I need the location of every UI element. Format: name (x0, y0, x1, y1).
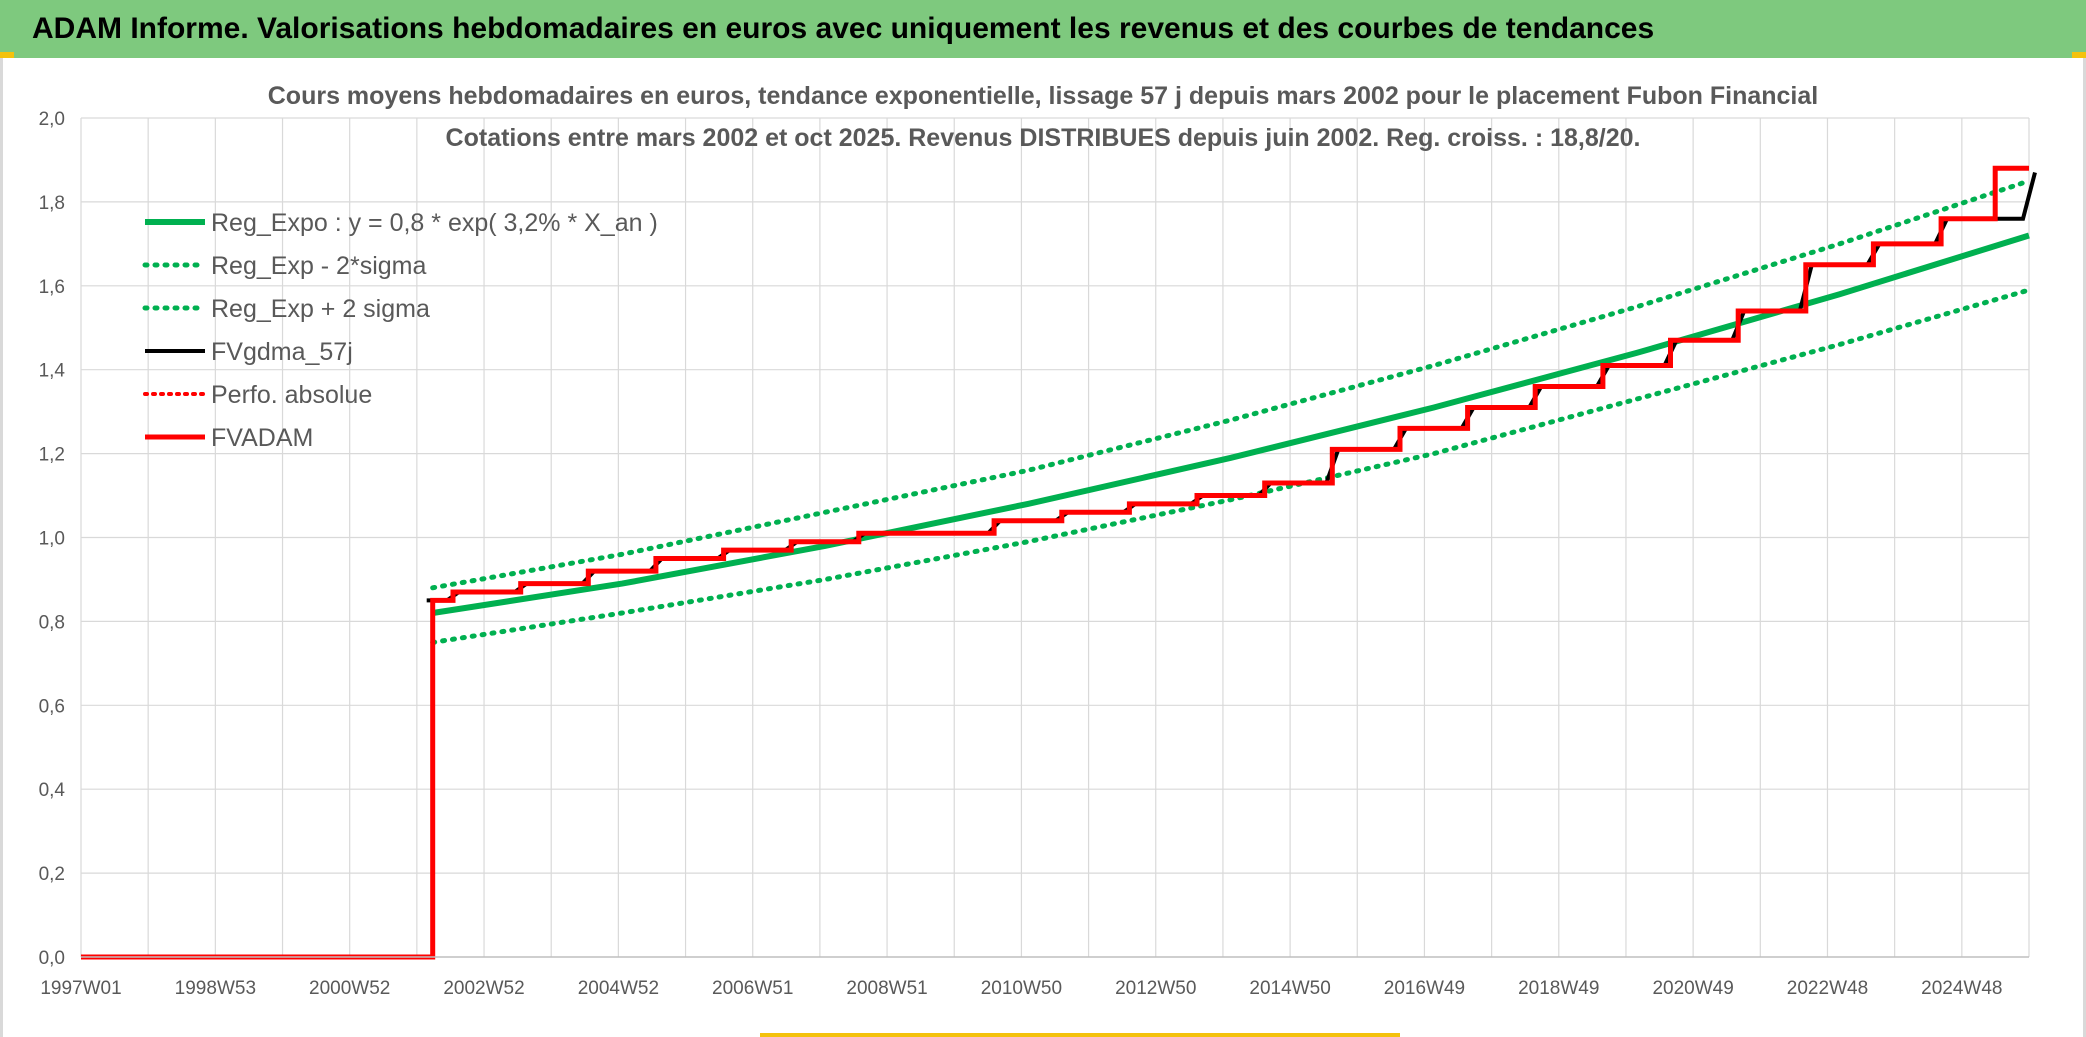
series-line-3 (426, 171, 2037, 603)
y-tick-label: 0,2 (39, 864, 65, 885)
y-tick-label: 1,6 (39, 277, 65, 298)
header-banner: ADAM Informe. Valorisations hebdomadaire… (0, 0, 2086, 58)
x-tick-label: 2022W48 (1787, 978, 1868, 999)
y-tick-label: 0,0 (39, 948, 65, 969)
series (81, 165, 2037, 960)
x-tick-label: 2018W49 (1518, 978, 1599, 999)
x-tick-label: 2012W50 (1115, 978, 1196, 999)
y-tick-label: 1,4 (39, 361, 66, 382)
x-tick-label: 2008W51 (846, 978, 927, 999)
y-tick-label: 0,8 (39, 612, 65, 633)
x-tick-label: 2006W51 (712, 978, 793, 999)
series-line-2 (430, 178, 2032, 591)
legend-label: Reg_Exp - 2*sigma (211, 252, 426, 280)
chart-frame: 0,0 0,2 0,4 0,6 0,8 1,0 1,2 1,4 1,6 1,8 2,0 1997W01… (0, 58, 2086, 1037)
legend-label: Perfo. absolue (211, 381, 372, 409)
y-tick-label: 1,0 (39, 529, 65, 550)
y-tick-label: 0,6 (39, 696, 65, 717)
chart: 0,0 0,2 0,4 0,6 0,8 1,0 1,2 1,4 1,6 1,8 2,0 1997W01… (39, 82, 2037, 999)
x-tick-label: 1997W01 (40, 978, 121, 999)
chart-subtitle: Cotations entre mars 2002 et oct 2025. R… (446, 124, 1641, 152)
y-tick-label: 1,8 (39, 193, 65, 214)
x-tick-label: 2014W50 (1249, 978, 1330, 999)
legend-label: Reg_Exp + 2 sigma (211, 295, 430, 323)
y-tick-label: 1,2 (39, 445, 65, 466)
y-tick-label: 2,0 (39, 109, 65, 130)
top-left-accent (0, 52, 14, 58)
axes: 0,0 0,2 0,4 0,6 0,8 1,0 1,2 1,4 1,6 1,8 2,0 1997W01… (39, 109, 2029, 999)
x-tick-label: 2002W52 (443, 978, 524, 999)
x-tick-label: 2000W52 (309, 978, 390, 999)
bottom-accent (760, 1033, 1400, 1037)
series-line-0 (432, 232, 2030, 616)
legend-label: FVgdma_57j (211, 338, 353, 366)
x-tick-label: 1998W53 (175, 978, 256, 999)
banner-title: ADAM Informe. Valorisations hebdomadaire… (32, 12, 1655, 45)
y-tick-label: 0,4 (39, 780, 66, 801)
legend-label: Reg_Expo : y = 0,8 * exp( 3,2% * X_an ) (211, 209, 658, 237)
series-line-1 (430, 287, 2032, 645)
legend: Reg_Expo : y = 0,8 * exp( 3,2% * X_an ) R… (142, 209, 658, 452)
x-tick-label: 2016W49 (1384, 978, 1465, 999)
x-tick-label: 2010W50 (981, 978, 1062, 999)
x-tick-label: 2024W48 (1921, 978, 2002, 999)
series-line-5 (81, 165, 2029, 960)
chart-title: Cours moyens hebdomadaires en euros, ten… (268, 82, 1818, 110)
x-tick-label: 2004W52 (578, 978, 659, 999)
top-right-accent (2072, 52, 2086, 58)
x-tick-label: 2020W49 (1652, 978, 1733, 999)
legend-label: FVADAM (211, 424, 313, 452)
